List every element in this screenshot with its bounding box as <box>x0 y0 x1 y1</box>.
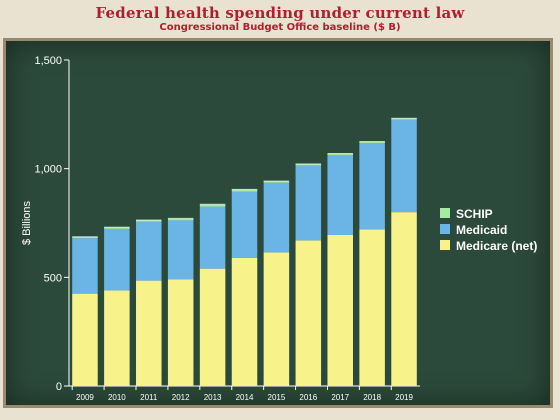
bar-segment <box>199 204 226 207</box>
bar-segment <box>167 220 194 280</box>
chart-legend: SCHIP Medicaid Medicare (net) <box>440 207 537 253</box>
chart-title: Federal health spending under current la… <box>95 4 465 22</box>
bar-segment <box>391 212 417 386</box>
bar-segment <box>359 143 385 230</box>
x-tick-label: 2012 <box>172 393 190 402</box>
y-axis-label: $ Billions <box>21 200 33 245</box>
bar-segment <box>72 238 98 294</box>
bar-segment <box>327 154 353 235</box>
bar-segment <box>359 229 385 386</box>
x-tick-label: 2019 <box>395 393 413 402</box>
bar-segment <box>263 252 290 386</box>
x-tick-label: 2010 <box>108 393 126 402</box>
chart-subtitle: Congressional Budget Office baseline ($ … <box>159 22 401 33</box>
legend-swatch <box>440 224 450 234</box>
bar-segment <box>327 234 353 386</box>
bar-segment <box>263 181 290 183</box>
bar-segment <box>104 227 130 229</box>
x-tick-label: 2018 <box>363 393 381 402</box>
x-tick-label: 2011 <box>140 393 158 402</box>
x-tick-label: 2016 <box>299 393 317 402</box>
legend-swatch <box>440 208 450 218</box>
bar-segment <box>136 221 162 281</box>
bar-segment <box>167 279 194 386</box>
legend-label: Medicare (net) <box>456 239 537 253</box>
legend-swatch <box>440 240 450 250</box>
bar-segment <box>72 236 98 239</box>
bar-segment <box>136 280 162 386</box>
x-tick-label: 2017 <box>331 393 349 402</box>
x-tick-label: 2015 <box>268 393 286 402</box>
bar-segment <box>327 153 353 155</box>
y-tick-label: 1,000 <box>34 164 62 176</box>
bar-segment <box>199 268 226 386</box>
bar-segment <box>391 118 417 120</box>
bar-segment <box>295 163 322 166</box>
bar-segment <box>199 206 226 269</box>
bar-segment <box>359 141 385 144</box>
bar-segment <box>263 182 290 253</box>
bar-segment <box>295 240 322 386</box>
bar-segment <box>231 191 258 258</box>
bar-segment <box>231 257 258 386</box>
bar-segment <box>104 290 130 386</box>
x-tick-label: 2013 <box>204 393 222 402</box>
chart-bars <box>72 117 417 386</box>
y-tick-label: 0 <box>56 381 62 393</box>
bar-segment <box>295 165 322 241</box>
bar-segment <box>231 189 258 192</box>
bar-segment <box>391 119 417 213</box>
x-tick-label: 2009 <box>76 393 94 402</box>
y-tick-label: 500 <box>44 272 62 284</box>
bar-segment <box>72 293 98 386</box>
chart-axes: 0 500 1,000 1,500 $ Billions 2009 2010 2011 2012… <box>21 55 420 402</box>
y-tick-label: 1,500 <box>34 55 62 67</box>
x-tick-label: 2014 <box>236 393 254 402</box>
bar-segment <box>167 218 194 221</box>
legend-label: Medicaid <box>456 223 507 237</box>
bar-segment <box>104 228 130 291</box>
legend-label: SCHIP <box>456 207 493 221</box>
bar-segment <box>136 219 162 222</box>
